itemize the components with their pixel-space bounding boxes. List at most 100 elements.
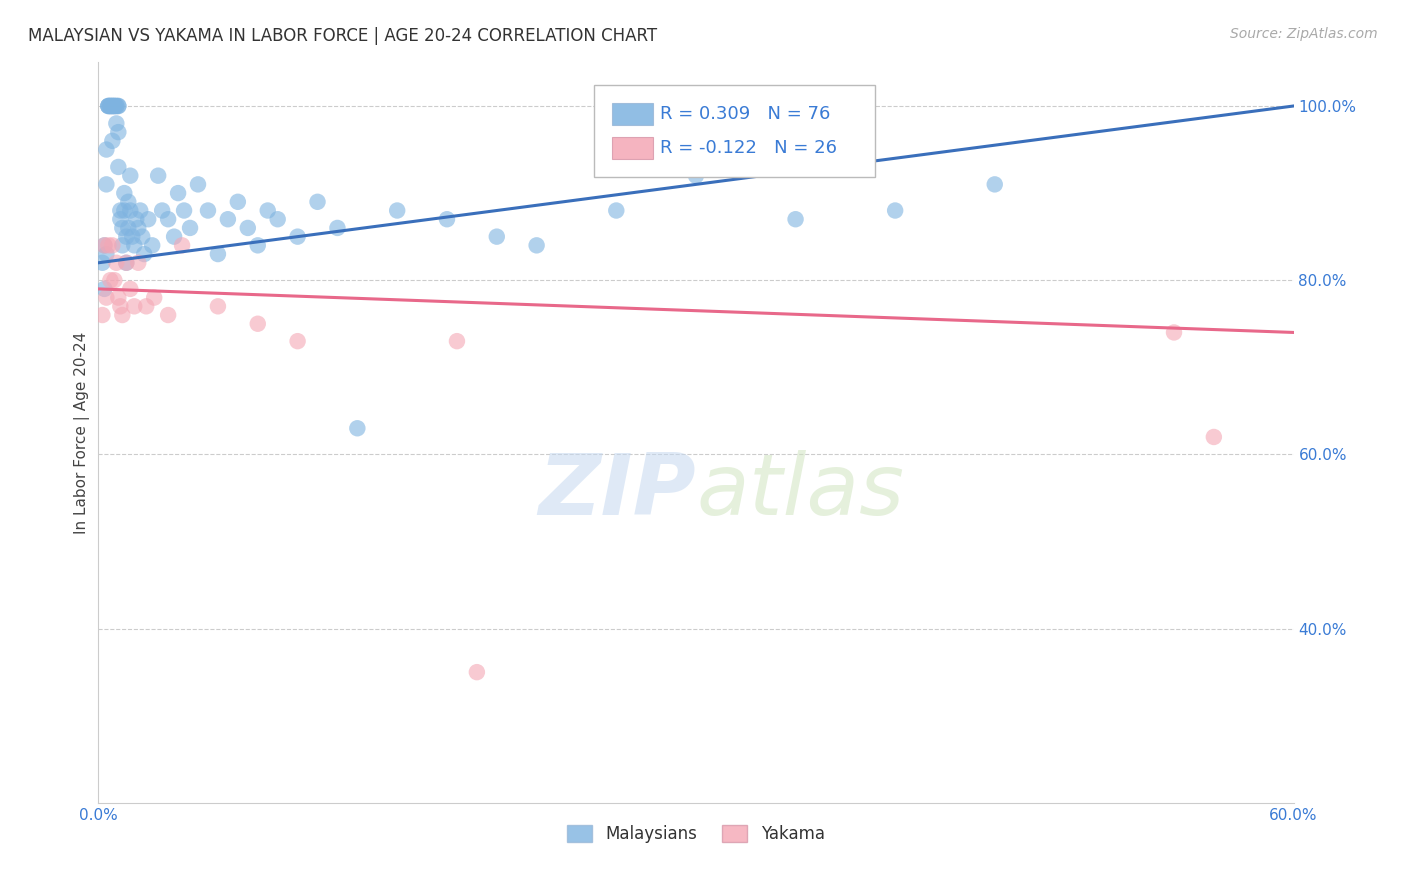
Point xyxy=(436,212,458,227)
Point xyxy=(103,273,125,287)
Point xyxy=(96,143,118,157)
Point xyxy=(287,229,309,244)
Point xyxy=(246,317,269,331)
Point xyxy=(129,203,152,218)
Point xyxy=(256,203,278,218)
Point xyxy=(112,203,135,218)
Point xyxy=(110,299,132,313)
Point xyxy=(97,99,120,113)
Text: Source: ZipAtlas.com: Source: ZipAtlas.com xyxy=(1230,27,1378,41)
Point xyxy=(105,256,128,270)
Point xyxy=(121,229,143,244)
Point xyxy=(236,221,259,235)
Point xyxy=(125,212,148,227)
Point xyxy=(98,99,122,113)
Point xyxy=(207,299,229,313)
Point xyxy=(246,238,269,252)
Point xyxy=(685,169,707,183)
FancyBboxPatch shape xyxy=(613,103,652,126)
Point xyxy=(287,334,309,348)
Point xyxy=(112,186,135,200)
Point xyxy=(115,229,138,244)
Point xyxy=(120,203,142,218)
Point xyxy=(207,247,229,261)
Point xyxy=(93,238,115,252)
Point xyxy=(135,299,157,313)
Point xyxy=(163,229,186,244)
Point xyxy=(131,229,153,244)
Point xyxy=(101,134,124,148)
Point xyxy=(143,291,166,305)
Text: ZIP: ZIP xyxy=(538,450,696,533)
Point xyxy=(96,178,118,192)
Point xyxy=(107,291,129,305)
FancyBboxPatch shape xyxy=(613,137,652,160)
Point xyxy=(111,238,134,252)
Point xyxy=(173,203,195,218)
Point xyxy=(103,99,125,113)
Point xyxy=(101,99,124,113)
Point xyxy=(101,99,124,113)
Point xyxy=(103,99,125,113)
Point xyxy=(179,221,201,235)
Point xyxy=(1163,326,1185,340)
Point xyxy=(101,238,124,252)
Point xyxy=(124,299,146,313)
Point xyxy=(105,99,128,113)
Point xyxy=(127,221,149,235)
Point xyxy=(110,212,132,227)
Point xyxy=(111,221,134,235)
Point xyxy=(97,99,120,113)
Point xyxy=(526,238,548,252)
Point xyxy=(134,247,156,261)
Point xyxy=(465,665,488,680)
Point xyxy=(91,256,114,270)
Point xyxy=(226,194,249,209)
Point xyxy=(110,203,132,218)
Point xyxy=(107,125,129,139)
Point xyxy=(96,247,118,261)
Point xyxy=(217,212,239,227)
Point xyxy=(785,212,807,227)
Point xyxy=(115,256,138,270)
Point xyxy=(157,308,180,322)
Point xyxy=(101,99,124,113)
Point xyxy=(111,308,134,322)
Point xyxy=(103,99,125,113)
Point xyxy=(141,238,163,252)
Point xyxy=(197,203,219,218)
Point xyxy=(150,203,173,218)
Point xyxy=(124,238,146,252)
Point xyxy=(107,99,129,113)
Point xyxy=(346,421,368,435)
Text: R = -0.122   N = 26: R = -0.122 N = 26 xyxy=(661,139,837,157)
Point xyxy=(117,221,139,235)
Point xyxy=(98,273,122,287)
Point xyxy=(446,334,468,348)
Point xyxy=(385,203,409,218)
Text: MALAYSIAN VS YAKAMA IN LABOR FORCE | AGE 20-24 CORRELATION CHART: MALAYSIAN VS YAKAMA IN LABOR FORCE | AGE… xyxy=(28,27,657,45)
Point xyxy=(105,116,128,130)
Point xyxy=(97,99,120,113)
Point xyxy=(172,238,194,252)
Point xyxy=(605,203,627,218)
Y-axis label: In Labor Force | Age 20-24: In Labor Force | Age 20-24 xyxy=(75,332,90,533)
Point xyxy=(187,178,209,192)
Point xyxy=(107,99,129,113)
Point xyxy=(115,256,138,270)
Point xyxy=(157,212,180,227)
Point xyxy=(884,203,907,218)
Point xyxy=(267,212,290,227)
Text: atlas: atlas xyxy=(696,450,904,533)
Point xyxy=(167,186,190,200)
FancyBboxPatch shape xyxy=(595,85,876,178)
Point xyxy=(127,256,149,270)
Point xyxy=(91,308,114,322)
Point xyxy=(120,169,142,183)
Point xyxy=(1202,430,1225,444)
Point xyxy=(136,212,159,227)
Point xyxy=(117,194,139,209)
Point xyxy=(93,238,115,252)
Legend: Malaysians, Yakama: Malaysians, Yakama xyxy=(561,819,831,850)
Text: R = 0.309   N = 76: R = 0.309 N = 76 xyxy=(661,105,831,123)
